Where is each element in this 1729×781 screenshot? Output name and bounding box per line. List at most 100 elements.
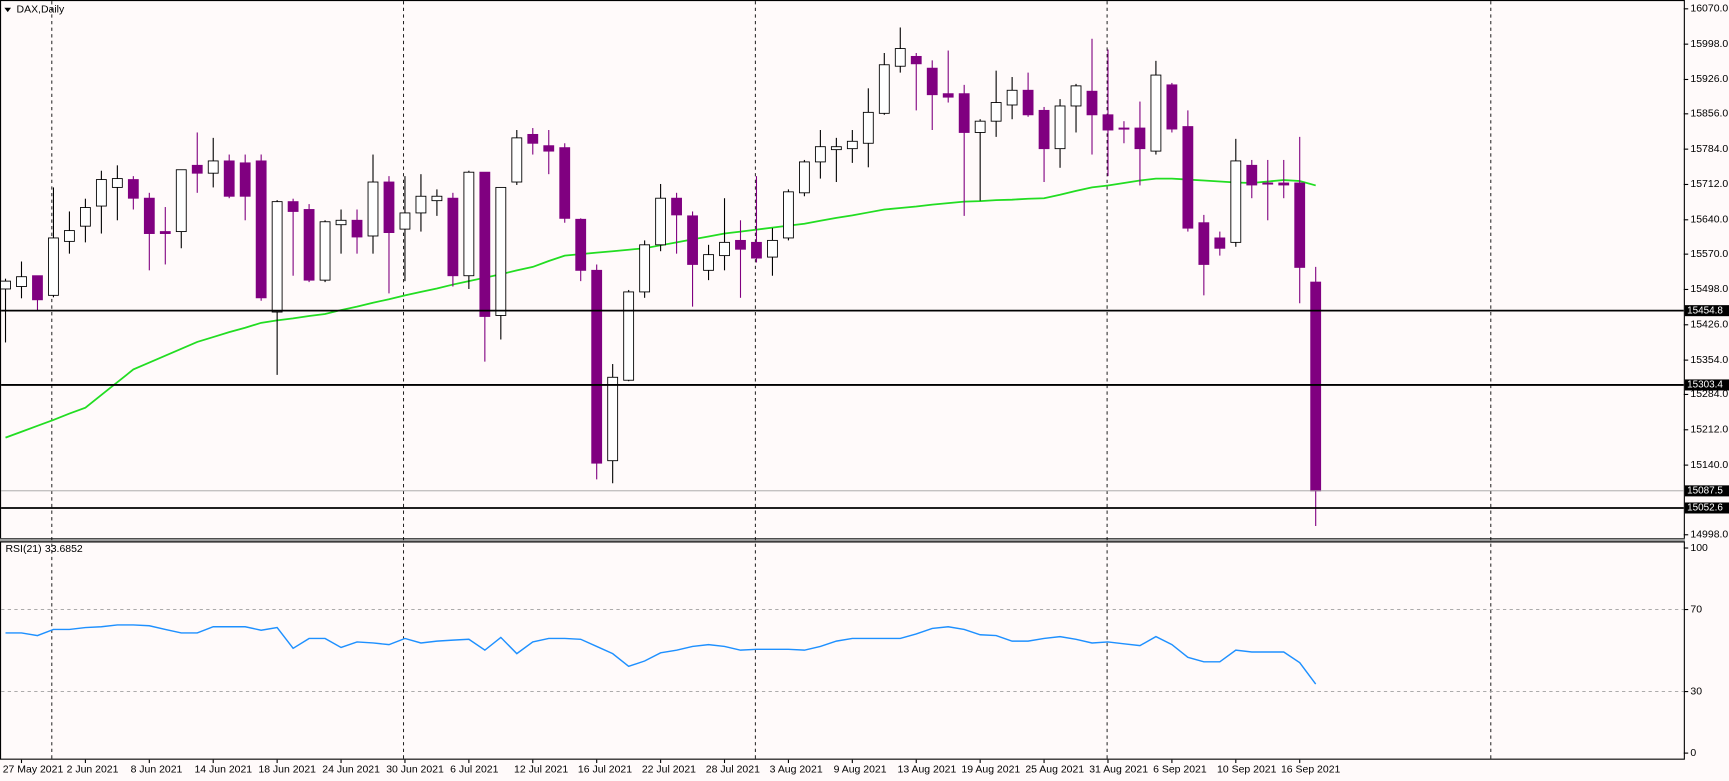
- y-tick-label: 15856.0: [1690, 109, 1728, 120]
- candle-body: [1038, 109, 1050, 150]
- x-tick-label: 16 Sep 2021: [1281, 764, 1341, 775]
- candle-body: [479, 171, 491, 317]
- candle-body: [1118, 127, 1130, 130]
- candle-body: [64, 230, 75, 242]
- candle-body: [1214, 237, 1226, 249]
- candle-body: [351, 219, 363, 238]
- candle-body: [655, 197, 667, 246]
- candle-body: [1262, 182, 1274, 185]
- candle-body: [1134, 127, 1146, 150]
- candle-body: [926, 67, 938, 96]
- x-tick-label: 16 Jul 2021: [578, 764, 632, 775]
- y-tick-label: 0: [1690, 748, 1696, 759]
- x-tick-label: 25 Aug 2021: [1025, 764, 1084, 775]
- candle-body: [1198, 222, 1210, 265]
- y-tick-label: 100: [1690, 543, 1708, 554]
- y-tick-label: 15284.0: [1690, 389, 1728, 400]
- candle-body: [575, 218, 587, 271]
- level-label: 15052.6: [1687, 503, 1723, 514]
- candle-body: [942, 93, 954, 98]
- candle-body: [830, 146, 842, 151]
- y-tick-label: 14998.0: [1690, 530, 1728, 541]
- x-tick-label: 27 May 2021: [3, 764, 64, 775]
- menu-icon[interactable]: [4, 7, 12, 13]
- candle-body: [735, 239, 746, 250]
- candle-body: [175, 169, 187, 233]
- y-tick-label: 70: [1690, 604, 1702, 615]
- x-tick-label: 10 Sep 2021: [1217, 764, 1277, 775]
- candle-body: [846, 140, 858, 150]
- x-tick-label: 22 Jul 2021: [642, 764, 696, 775]
- candle-body: [207, 160, 219, 174]
- candle-body: [111, 178, 123, 188]
- candle-body: [1278, 182, 1290, 186]
- rsi-line: [5, 624, 1317, 685]
- candle-body: [751, 241, 762, 259]
- candle-body: [415, 195, 427, 214]
- y-tick-label: 15426.0: [1690, 320, 1728, 331]
- level-box: [1684, 379, 1729, 391]
- candle-body: [191, 164, 203, 174]
- candle-body: [127, 179, 139, 199]
- candle-body: [48, 237, 59, 296]
- x-tick-label: 2 Jun 2021: [67, 764, 119, 775]
- x-tick-label: 31 Aug 2021: [1089, 764, 1148, 775]
- candle-body: [447, 197, 459, 277]
- plot-layer: 16070.0 15998.0 15926.0 15856.0 15784.0 15712…: [0, 4, 1729, 775]
- x-tick-label: 28 Jul 2021: [706, 764, 760, 775]
- x-tick-label: 3 Aug 2021: [770, 764, 823, 775]
- candle-body: [703, 254, 714, 271]
- candle-body: [623, 291, 635, 381]
- candle-body: [1070, 85, 1082, 107]
- candle-body: [303, 209, 315, 281]
- x-tick-label: 14 Jun 2021: [194, 764, 252, 775]
- bid-box: [1684, 485, 1729, 497]
- panel-separator: [0, 538, 1685, 542]
- candle-body: [814, 146, 826, 163]
- x-tick-label: 9 Aug 2021: [834, 764, 887, 775]
- candle-body: [1166, 84, 1178, 130]
- y-tick-label: 15354.0: [1690, 355, 1728, 366]
- candle-body: [1102, 114, 1114, 131]
- candle-body: [958, 93, 970, 133]
- y-tick-label: 15140.0: [1690, 460, 1728, 471]
- y-tick-label: 30: [1690, 686, 1702, 697]
- candle-body: [783, 191, 794, 239]
- candle-body: [79, 207, 91, 227]
- candle-body: [671, 197, 682, 216]
- candle-body: [687, 215, 698, 265]
- y-tick-label: 15570.0: [1690, 249, 1728, 260]
- bid-label: 15087.5: [1687, 485, 1723, 496]
- y-tick-label: 15784.0: [1690, 144, 1728, 155]
- candle-body: [255, 160, 267, 299]
- y-tick-label: 15640.0: [1690, 215, 1728, 226]
- candle-body: [1054, 105, 1066, 150]
- rsi-last-value: 33.6852: [45, 544, 83, 555]
- candle-body: [910, 55, 922, 65]
- candle-body: [1310, 281, 1322, 492]
- level-label: 15454.8: [1687, 305, 1723, 316]
- candle-body: [1230, 160, 1242, 243]
- candle-body: [1150, 74, 1162, 152]
- candle-body: [319, 221, 331, 281]
- x-tick-label: 24 Jun 2021: [322, 764, 380, 775]
- candle-body: [1294, 182, 1306, 268]
- chart-title: DAX,Daily: [17, 5, 65, 16]
- candle-body: [1086, 90, 1098, 116]
- candle-body: [367, 181, 379, 237]
- level-box: [1684, 305, 1729, 317]
- candle-body: [1182, 126, 1194, 229]
- x-tick-label: 6 Sep 2021: [1153, 764, 1207, 775]
- candle-body: [223, 160, 235, 197]
- y-tick-label: 16070.0: [1690, 4, 1728, 15]
- level-label: 15303.4: [1687, 380, 1723, 391]
- candle-body: [239, 162, 251, 197]
- rsi-name: RSI(21): [6, 544, 42, 555]
- candle-body: [383, 181, 395, 233]
- candle-body: [463, 171, 475, 277]
- y-tick-label: 15998.0: [1690, 39, 1728, 50]
- candle-body: [894, 48, 906, 67]
- y-tick-label: 15212.0: [1690, 425, 1728, 436]
